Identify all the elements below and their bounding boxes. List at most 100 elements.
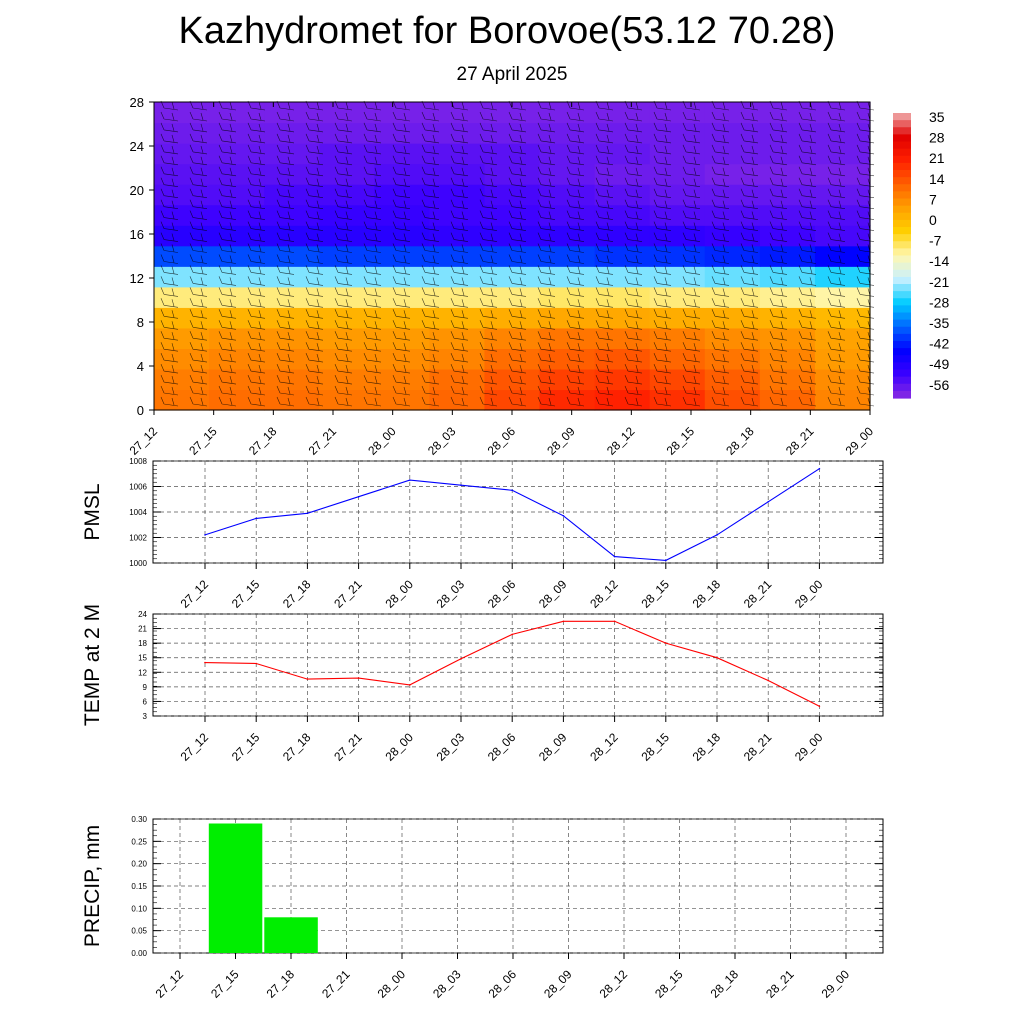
wind-barb — [653, 155, 672, 166]
wind-barb — [334, 166, 353, 177]
wind-barb — [769, 374, 788, 385]
wind-barb — [566, 298, 585, 308]
wind-barb — [334, 199, 353, 209]
wind-barb — [189, 155, 208, 166]
wind-barb — [334, 133, 353, 144]
heatmap-cell — [429, 143, 486, 165]
wind-barb — [537, 133, 556, 144]
heatmap-cell — [484, 348, 541, 370]
wind-barb — [740, 298, 759, 308]
heatmap-cell — [704, 389, 761, 411]
heatmap-cell — [319, 245, 375, 267]
wind-barb — [653, 396, 672, 407]
wind-barb — [827, 309, 846, 319]
wind-barb — [653, 276, 672, 286]
wind-barb — [363, 363, 382, 374]
data-point — [613, 620, 616, 623]
wind-barb — [653, 309, 672, 319]
wind-barb — [479, 320, 498, 330]
wind-barb — [189, 265, 208, 275]
wind-barb — [624, 320, 643, 330]
wind-barb — [711, 374, 730, 385]
wind-barb — [334, 177, 353, 187]
wind-barb — [740, 122, 759, 133]
wind-barb — [537, 396, 556, 407]
wind-barb — [479, 396, 498, 407]
chart-subtitle: 27 April 2025 — [456, 64, 568, 85]
wind-barb — [276, 265, 295, 275]
wind-barb — [160, 276, 179, 286]
wind-barb — [798, 331, 817, 341]
wind-barb — [160, 232, 179, 242]
x-tick-label: 27_12 — [127, 424, 161, 458]
wind-barb — [827, 385, 846, 396]
wind-barb — [247, 265, 266, 275]
wind-barb — [160, 265, 179, 275]
wind-barb — [798, 363, 817, 374]
wind-barb — [247, 188, 266, 198]
wind-barb — [363, 199, 382, 209]
heatmap-cell — [759, 348, 816, 370]
colorbar-segment — [893, 177, 911, 185]
heatmap-cell — [649, 368, 706, 391]
wind-barb — [247, 298, 266, 308]
heatmap-cell — [814, 389, 871, 411]
heatmap-cell — [484, 245, 541, 267]
wind-barb — [740, 221, 759, 231]
heatmap-cell — [484, 266, 541, 288]
wind-barb — [218, 363, 237, 374]
wind-barb — [682, 309, 701, 319]
wind-barb — [392, 374, 411, 385]
wind-barb — [450, 210, 469, 220]
wind-barb — [450, 309, 469, 319]
wind-barb — [653, 199, 672, 209]
heatmap-cell — [154, 266, 210, 288]
wind-barb — [247, 133, 266, 144]
wind-barb — [160, 199, 179, 209]
wind-barb — [740, 309, 759, 319]
wind-barb — [276, 166, 295, 177]
wind-barb — [798, 243, 817, 253]
wind-barb — [189, 122, 208, 133]
wind-barb — [769, 396, 788, 407]
x-tick-label: 28_09 — [536, 577, 570, 611]
data-point — [818, 467, 821, 470]
wind-barb — [392, 342, 411, 352]
heatmap-cell — [704, 163, 761, 185]
wind-barb — [247, 111, 266, 122]
wind-barb — [363, 111, 382, 122]
wind-barb — [740, 254, 759, 264]
wind-barb — [624, 385, 643, 396]
x-tick-label: 28_00 — [375, 967, 409, 1001]
x-tick-label: 27_12 — [178, 730, 212, 764]
wind-barb — [798, 111, 817, 122]
heatmap-cell — [539, 327, 596, 349]
wind-barb — [537, 144, 556, 155]
heatmap-cell — [154, 307, 210, 329]
wind-barb — [653, 166, 672, 177]
wind-barb — [160, 111, 179, 122]
wind-barb — [508, 265, 527, 275]
wind-barb — [624, 309, 643, 319]
x-tick-label: 28_12 — [587, 730, 621, 764]
wind-barb — [566, 276, 585, 286]
data-point — [306, 678, 309, 680]
wind-barb — [218, 188, 237, 198]
heatmap-cell — [319, 348, 375, 370]
colorbar-segment — [893, 298, 911, 306]
wind-barb — [305, 331, 324, 341]
wind-barb — [305, 276, 324, 286]
wind-barb — [508, 155, 527, 166]
x-tick-label: 28_18 — [723, 424, 757, 458]
wind-barb — [624, 352, 643, 363]
wind-barb — [508, 199, 527, 209]
wind-barb — [305, 265, 324, 275]
heatmap-cell — [484, 204, 541, 226]
colorbar-segment — [893, 148, 911, 157]
colorbar-segment — [893, 262, 911, 271]
heatmap-cell — [264, 286, 320, 308]
wind-barb — [450, 298, 469, 308]
wind-barb — [653, 254, 672, 264]
wind-barb — [682, 265, 701, 275]
